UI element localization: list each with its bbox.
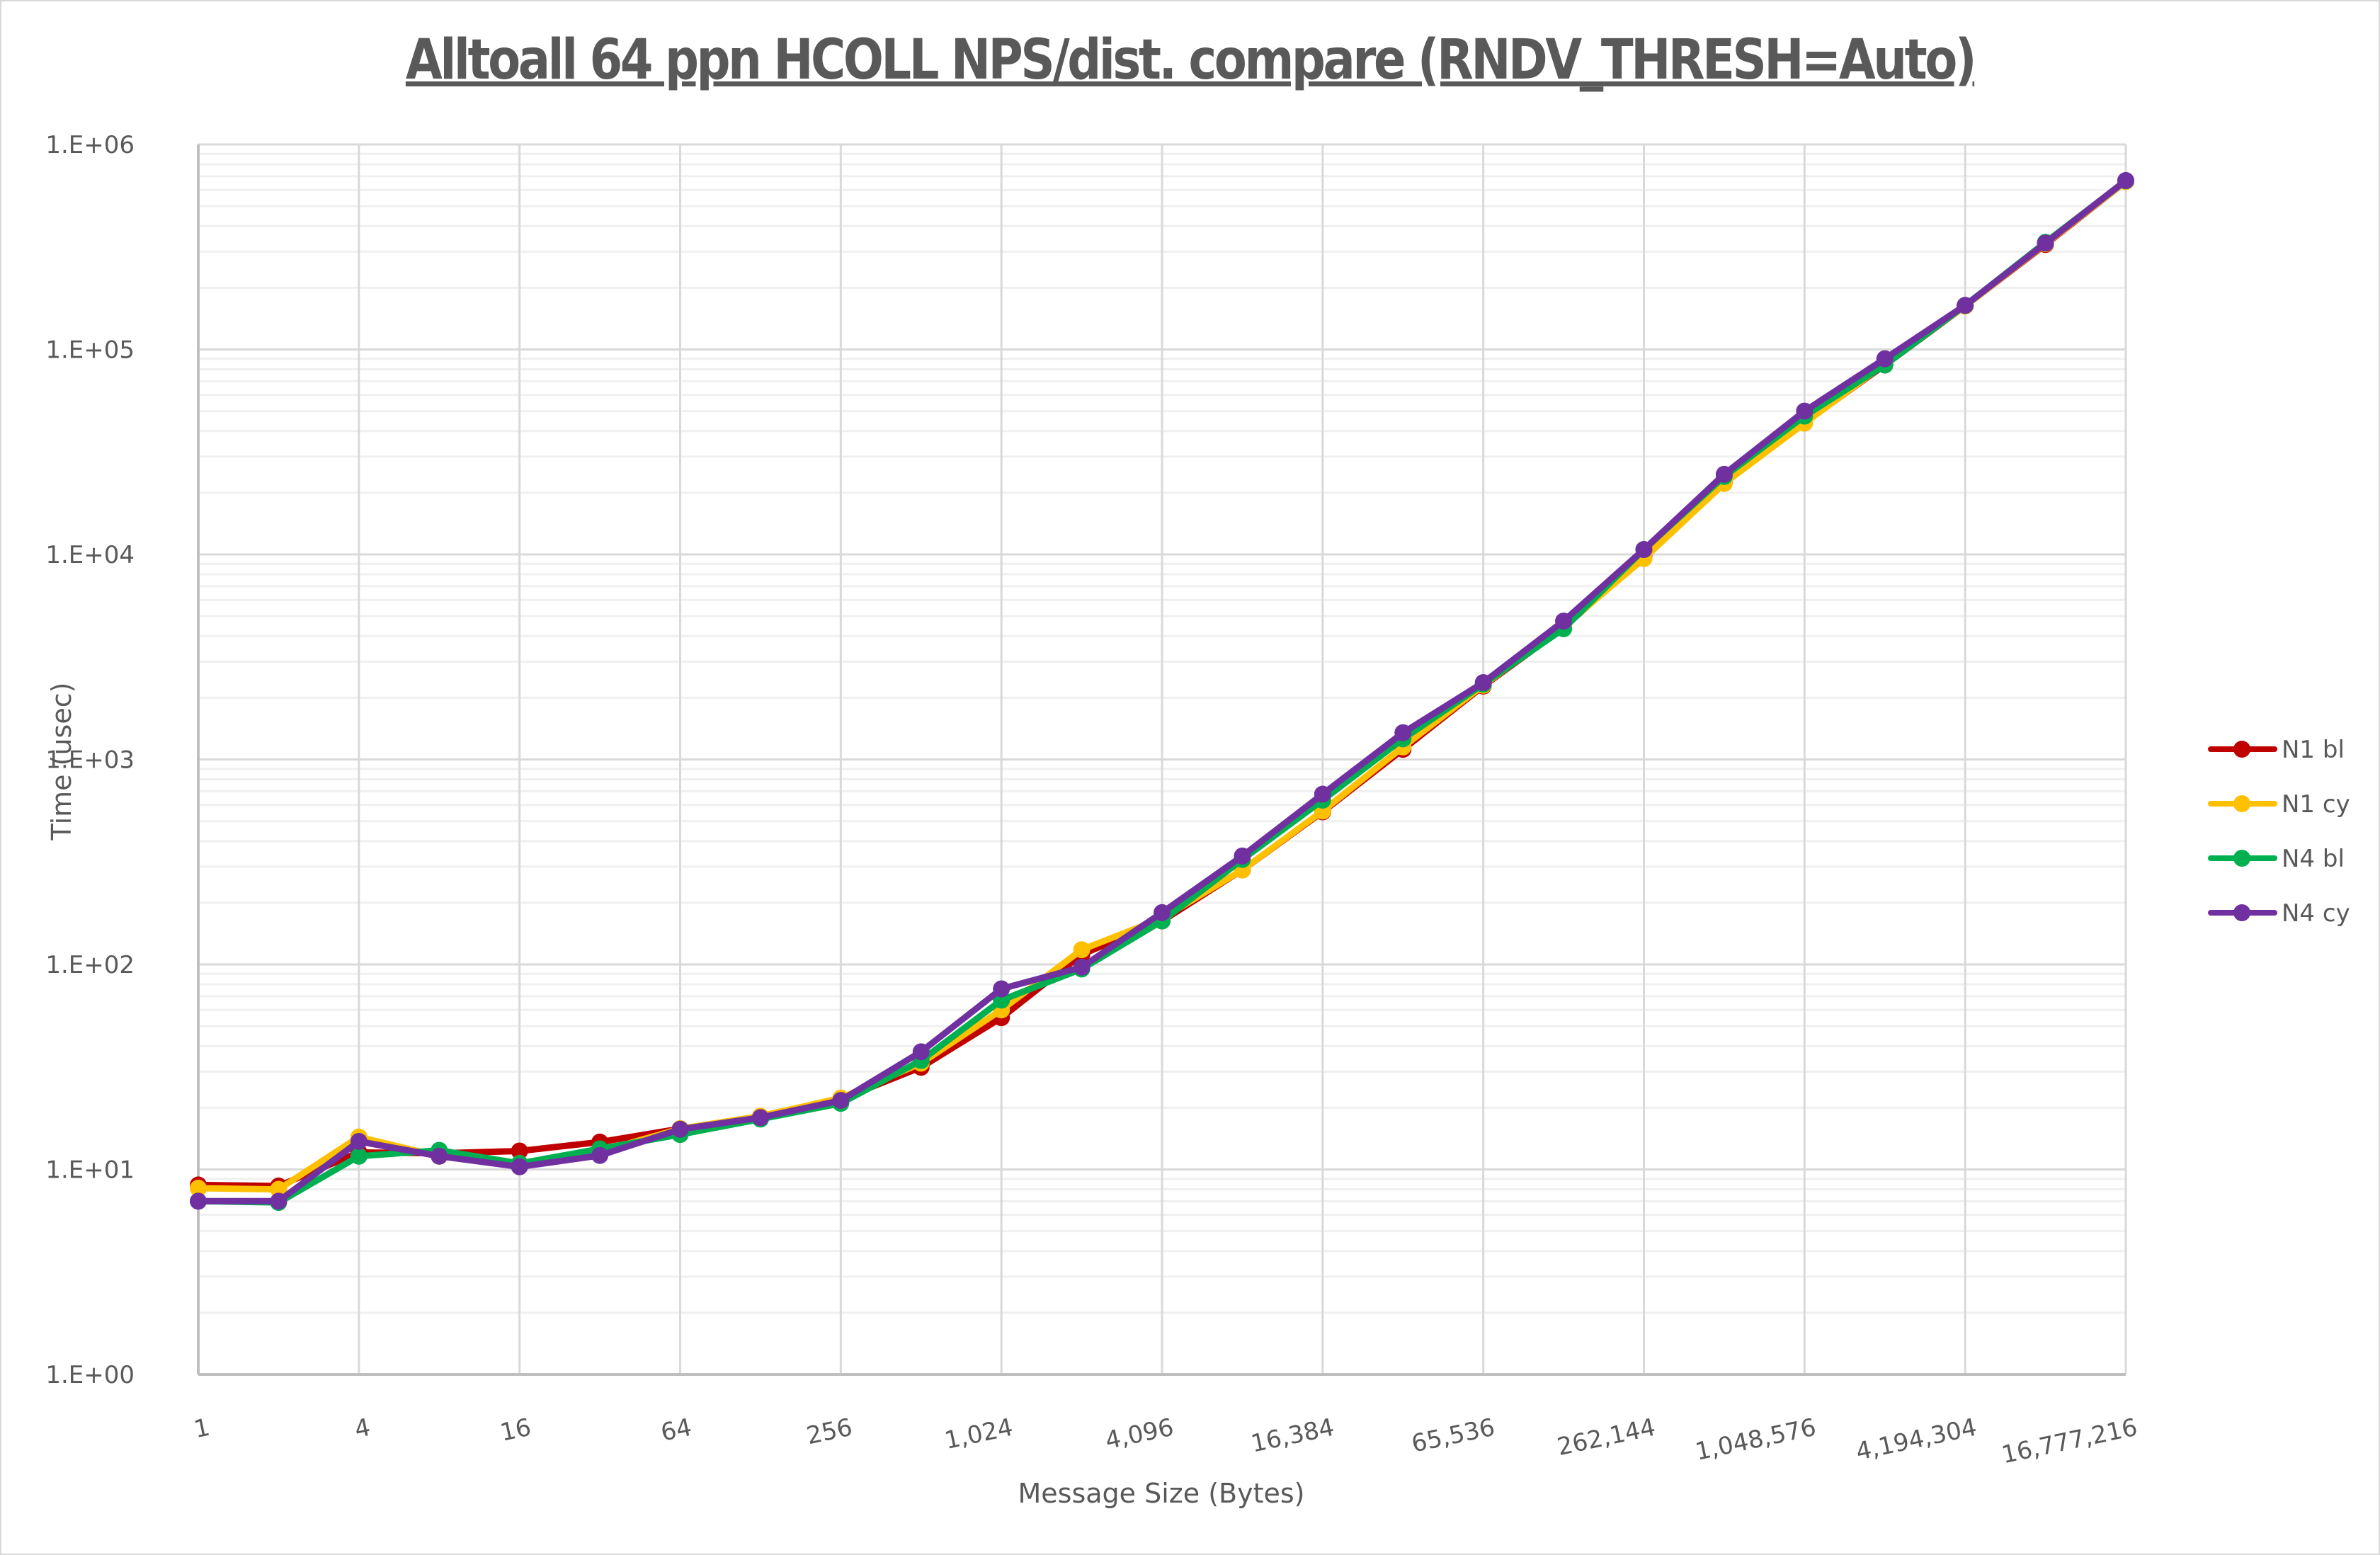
x-axis-title: Message Size (Bytes)	[1018, 1478, 1305, 1509]
legend-marker-icon	[2233, 850, 2250, 867]
data-point[interactable]	[832, 1092, 850, 1110]
data-point[interactable]	[350, 1147, 368, 1165]
x-tick-label: 1,024	[943, 1413, 1016, 1455]
data-point[interactable]	[1474, 674, 1492, 692]
x-tick-label: 262,144	[1555, 1413, 1658, 1462]
x-axis-tick-labels: 1 4 16 64 256 1,024 4,096 16,384 65,536 262,144 1,…	[191, 1413, 2139, 1470]
series-n4-cy	[190, 171, 2134, 1210]
legend-marker-icon	[2233, 741, 2250, 758]
legend-item-n1-bl[interactable]: N1 bl	[2208, 736, 2345, 764]
data-point[interactable]	[2037, 234, 2054, 252]
data-point[interactable]	[1073, 941, 1091, 959]
data-point[interactable]	[1957, 297, 1974, 314]
x-tick-label: 64	[659, 1413, 695, 1447]
legend-label: N1 bl	[2282, 736, 2345, 764]
x-tick-label: 16,384	[1248, 1413, 1337, 1459]
data-point[interactable]	[1635, 541, 1653, 559]
plot-axes	[197, 144, 2126, 1376]
data-point[interactable]	[1314, 785, 1331, 803]
legend-item-n4-cy[interactable]: N4 cy	[2208, 899, 2350, 928]
data-point[interactable]	[431, 1147, 448, 1165]
y-tick-label: 1.E+00	[45, 1361, 135, 1389]
data-point[interactable]	[2117, 171, 2134, 189]
legend: N1 bl N1 cy N4 bl N4 cy	[2208, 736, 2350, 928]
x-tick-label: 65,536	[1409, 1413, 1498, 1459]
x-tick-label: 1,048,576	[1693, 1413, 1819, 1466]
data-point[interactable]	[350, 1132, 368, 1150]
data-point[interactable]	[190, 1192, 207, 1210]
x-tick-label: 4,194,304	[1853, 1413, 1979, 1466]
y-tick-label: 1.E+01	[45, 1156, 135, 1185]
y-tick-label: 1.E+03	[45, 746, 135, 775]
data-point[interactable]	[591, 1146, 609, 1164]
y-tick-label: 1.E+05	[45, 336, 135, 365]
data-series	[190, 171, 2134, 1212]
data-point[interactable]	[270, 1180, 287, 1198]
legend-item-n1-cy[interactable]: N1 cy	[2208, 790, 2350, 819]
data-point[interactable]	[993, 980, 1010, 998]
data-point[interactable]	[511, 1158, 528, 1175]
data-point[interactable]	[1073, 958, 1091, 976]
data-point[interactable]	[190, 1179, 207, 1197]
y-tick-label: 1.E+06	[45, 131, 135, 159]
data-point[interactable]	[1394, 724, 1412, 741]
legend-marker-icon	[2233, 795, 2250, 812]
data-point[interactable]	[912, 1043, 930, 1061]
data-point[interactable]	[751, 1109, 769, 1127]
data-point[interactable]	[1555, 613, 1573, 630]
data-point[interactable]	[1876, 350, 1894, 368]
legend-label: N1 cy	[2282, 790, 2350, 819]
legend-item-n4-bl[interactable]: N4 bl	[2208, 845, 2345, 873]
data-point[interactable]	[671, 1120, 689, 1138]
y-axis-tick-labels: 1.E+00 1.E+01 1.E+02 1.E+03 1.E+04 1.E+05 1.E+…	[45, 131, 135, 1389]
data-point[interactable]	[270, 1192, 287, 1210]
legend-label: N4 bl	[2282, 845, 2345, 873]
y-axis-title: Time (usec)	[46, 683, 77, 841]
y-tick-label: 1.E+04	[45, 541, 135, 569]
chart-title: Alltoall 64 ppn HCOLL NPS/dist. compare …	[405, 28, 1977, 92]
data-point[interactable]	[1796, 402, 1814, 420]
x-tick-label: 16	[498, 1413, 534, 1447]
data-point[interactable]	[511, 1142, 528, 1160]
data-point[interactable]	[1234, 847, 1251, 865]
data-point[interactable]	[1715, 465, 1733, 483]
x-tick-label: 16,777,216	[1999, 1413, 2140, 1470]
x-tick-label: 256	[804, 1413, 855, 1451]
x-tick-label: 1	[191, 1413, 212, 1445]
y-tick-label: 1.E+02	[45, 951, 135, 979]
legend-label: N4 cy	[2282, 899, 2350, 928]
legend-marker-icon	[2233, 904, 2250, 921]
x-tick-label: 4	[352, 1413, 372, 1445]
data-point[interactable]	[1154, 904, 1171, 921]
x-tick-label: 4,096	[1103, 1413, 1176, 1455]
major-gridlines	[198, 143, 2127, 1374]
